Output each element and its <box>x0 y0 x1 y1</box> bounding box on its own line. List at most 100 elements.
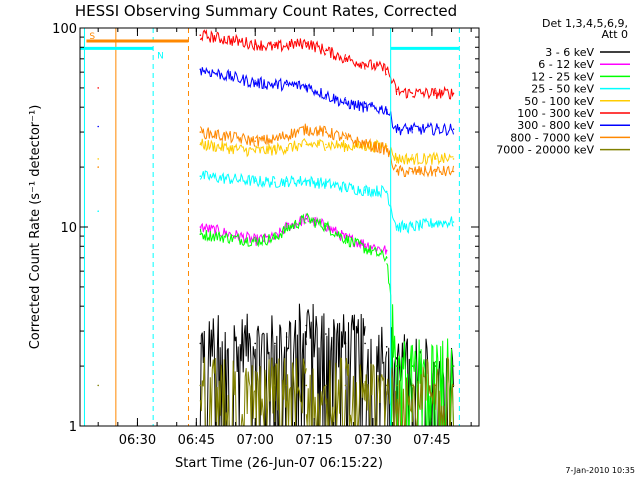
series-8-point-2 <box>97 166 99 168</box>
series-5-trace-2 <box>254 144 276 156</box>
series-3-point-12 <box>364 247 366 250</box>
series-7-trace-10 <box>396 122 413 136</box>
series-1-point-14 <box>395 357 398 359</box>
series-3-trace-7 <box>345 234 366 254</box>
series-8-point-17 <box>452 170 455 173</box>
series-6 <box>97 28 455 100</box>
legend-label-3: 12 - 25 keV <box>531 70 594 83</box>
series-7-trace-5 <box>305 83 327 100</box>
series-9-trace-1 <box>199 357 256 427</box>
series-5-trace-1 <box>199 138 256 158</box>
series-6-point-13 <box>385 68 388 71</box>
x-tick-label-2: 06:45 <box>178 433 215 448</box>
series-8-point-16 <box>435 170 437 173</box>
series-9-point-2 <box>97 384 99 387</box>
series-6-point-15 <box>411 92 414 95</box>
series-4-trace-10 <box>396 219 413 234</box>
series-7-trace-12 <box>435 122 454 137</box>
series-6-trace-3 <box>274 38 288 53</box>
legend-label-1: 3 - 6 keV <box>545 46 594 59</box>
series-7-trace-9 <box>386 109 398 134</box>
y-tick-label-3: 100 <box>52 22 77 37</box>
series-4-trace-9 <box>386 191 398 231</box>
series-4-trace-6 <box>325 177 346 193</box>
series-3-point-15 <box>411 365 414 367</box>
legend-label-9: 7000 - 20000 keV <box>496 144 594 157</box>
series-9-point-8 <box>285 384 288 387</box>
series-4-point-8 <box>285 180 288 182</box>
series-5-point-10 <box>325 143 327 146</box>
series-7-point-9 <box>305 85 308 87</box>
series-5 <box>97 137 455 166</box>
series-1-point-8 <box>285 336 288 338</box>
series-7-point-2 <box>97 125 99 128</box>
series-4-point-13 <box>385 190 388 193</box>
series-4-point-11 <box>344 186 347 189</box>
series-3-point-16 <box>435 365 437 367</box>
series-9-trace-9 <box>386 367 398 427</box>
series-3-point-5 <box>199 233 202 235</box>
series-6-trace-4 <box>286 38 307 51</box>
x-tick-label-1: 06:30 <box>119 433 156 448</box>
series-3-trace-4 <box>286 213 307 232</box>
series-4-point-10 <box>325 182 327 185</box>
series-3-point-14 <box>395 365 398 367</box>
series-8-trace-8 <box>364 137 388 155</box>
series-5-point-15 <box>411 158 414 160</box>
series-4-point-12 <box>364 189 366 191</box>
series-7-trace-4 <box>286 79 307 91</box>
series-6-point-8 <box>285 44 288 46</box>
series-4-trace-4 <box>286 175 307 188</box>
series-3-point-17 <box>452 365 455 367</box>
series-4-point-9 <box>305 180 308 182</box>
series-6-point-14 <box>395 90 398 93</box>
series-6-point-2 <box>97 87 99 89</box>
observing-flags: SN <box>80 28 460 426</box>
series-4-trace-5 <box>305 175 327 189</box>
series-3-point-8 <box>285 227 288 230</box>
series-1-point-6 <box>254 342 256 345</box>
series-4-point-5 <box>199 175 202 177</box>
series-4-trace-2 <box>254 175 276 189</box>
series-7-trace-1 <box>199 66 256 89</box>
series-6-trace-6 <box>325 46 346 64</box>
legend-label-7: 300 - 800 keV <box>517 119 594 132</box>
legend-label-8: 800 - 7000 keV <box>510 131 594 144</box>
series-5-point-16 <box>435 158 437 160</box>
series-9-point-5 <box>199 384 202 387</box>
series-5-trace-5 <box>305 138 326 151</box>
series-8-trace-12 <box>435 165 454 177</box>
series-7 <box>97 66 455 137</box>
series-6-trace-10 <box>396 85 413 99</box>
series-5-point-6 <box>254 150 256 153</box>
series-4-point-16 <box>435 222 437 224</box>
series-6-trace-2 <box>254 39 276 52</box>
series-3-trace-3 <box>274 222 288 241</box>
series-3-trace-6 <box>325 220 346 244</box>
x-tick-label-4: 07:15 <box>295 433 332 448</box>
series-5-point-17 <box>452 158 455 160</box>
series-6-point-10 <box>325 49 327 52</box>
series-6-trace-12 <box>435 85 454 100</box>
series-8-trace-6 <box>325 128 346 141</box>
series-3-point-9 <box>305 218 308 220</box>
series-6-trace-9 <box>386 65 398 96</box>
series-9-point-12 <box>364 384 366 387</box>
series-1-point-9 <box>305 324 308 327</box>
series-5-point-8 <box>285 147 288 149</box>
series-8-trace-7 <box>345 132 366 149</box>
series-7-point-6 <box>254 82 256 84</box>
series-6-trace-1 <box>199 28 256 52</box>
series-8-point-13 <box>385 148 388 151</box>
series-9-point-6 <box>254 390 256 392</box>
series-5-trace-10 <box>396 152 413 165</box>
series-8-trace-1 <box>199 126 256 147</box>
series-2-point-5 <box>199 226 202 228</box>
series-5-trace-7 <box>345 140 366 152</box>
series-5-trace-12 <box>435 151 454 166</box>
series-8-point-7 <box>274 138 276 141</box>
series-3-trace-11 <box>411 339 437 427</box>
series-7-point-16 <box>435 128 437 130</box>
